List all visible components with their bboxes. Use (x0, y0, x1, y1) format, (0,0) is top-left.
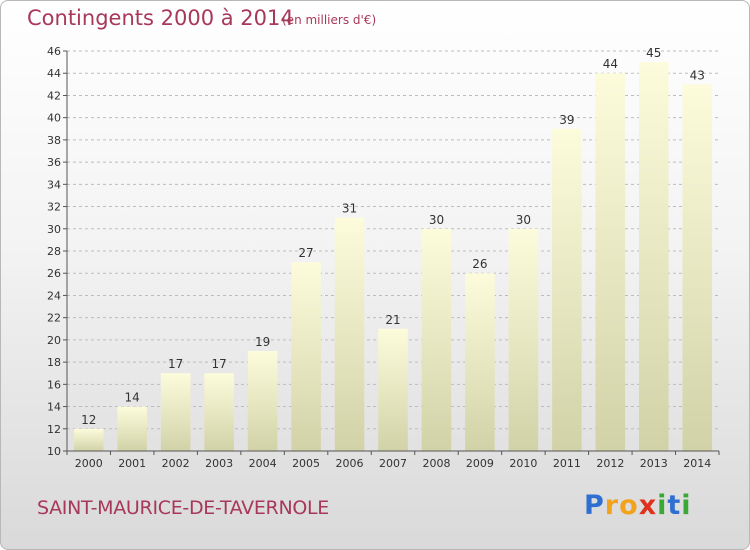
x-tick-label-2007: 2007 (379, 457, 407, 470)
value-label-2009: 26 (472, 257, 487, 271)
x-tick-label-2011: 2011 (553, 457, 581, 470)
value-label-2001: 14 (125, 391, 140, 405)
y-tick-label: 28 (47, 245, 61, 258)
y-tick-label: 22 (47, 312, 61, 325)
logo-letter: i (681, 490, 692, 521)
logo-letter: r (604, 490, 620, 521)
value-label-2006: 31 (342, 202, 357, 216)
value-label-2008: 30 (429, 213, 444, 227)
bar-2007 (378, 328, 408, 451)
bar-2013 (639, 62, 669, 451)
x-tick-label-2013: 2013 (640, 457, 668, 470)
logo-letter: P (584, 490, 605, 521)
value-label-2012: 44 (603, 57, 618, 71)
y-tick-label: 12 (47, 423, 61, 436)
y-tick-label: 42 (47, 89, 61, 102)
labels: 10 12 14 16 18 20 22 24 26 28 30 32 34 36 38 40 42 44 46 12… (47, 45, 711, 470)
bar-2002 (160, 373, 191, 451)
x-tick-label-2001: 2001 (118, 457, 146, 470)
y-tick-label: 32 (47, 201, 61, 214)
y-tick-label: 26 (47, 267, 61, 280)
proxiti-logo: Proxiti (584, 490, 692, 521)
y-tick-label: 38 (47, 134, 61, 147)
bar-2011 (552, 128, 582, 451)
y-tick-label: 40 (47, 112, 61, 125)
bar-2004 (247, 351, 278, 451)
bar-2005 (291, 262, 321, 451)
logo-letter: t (667, 490, 682, 521)
chart-unit-label: (en milliers d'€) (282, 13, 377, 27)
x-tick-label-2014: 2014 (683, 457, 711, 470)
y-tick-label: 30 (47, 223, 61, 236)
bar-2003 (204, 373, 234, 451)
value-label-2004: 19 (255, 335, 270, 349)
value-label-2003: 17 (211, 357, 226, 371)
logo-letter: x (638, 490, 658, 521)
axes (63, 50, 720, 455)
value-label-2013: 45 (646, 46, 661, 60)
x-tick-label-2005: 2005 (292, 457, 320, 470)
y-tick-label: 36 (47, 156, 61, 169)
town-name: SAINT-MAURICE-DE-TAVERNOLE (37, 497, 329, 519)
x-tick-label-2002: 2002 (162, 457, 190, 470)
y-tick-label: 20 (47, 334, 61, 347)
bar-2001 (117, 406, 147, 451)
x-tick-label-2010: 2010 (509, 457, 537, 470)
bars (73, 62, 713, 451)
logo-letter: i (657, 490, 668, 521)
value-label-2002: 17 (168, 357, 183, 371)
y-tick-label: 18 (47, 356, 61, 369)
y-tick-label: 16 (47, 378, 61, 391)
x-tick-label-2009: 2009 (466, 457, 494, 470)
x-tick-label-2003: 2003 (205, 457, 233, 470)
y-tick-label: 14 (47, 401, 61, 414)
bar-2009 (465, 273, 495, 451)
bar-2000 (73, 428, 104, 451)
y-tick-label: 44 (47, 67, 61, 80)
y-tick-label: 34 (47, 178, 61, 191)
value-label-2011: 39 (559, 113, 574, 127)
y-tick-label: 46 (47, 45, 61, 58)
x-tick-label-2008: 2008 (422, 457, 450, 470)
value-label-2007: 21 (385, 313, 400, 327)
chart-title: Contingents 2000 à 2014 (27, 6, 294, 30)
value-label-2000: 12 (81, 413, 96, 427)
x-tick-label-2012: 2012 (596, 457, 624, 470)
bar-2006 (334, 217, 365, 451)
bar-2008 (421, 228, 452, 451)
y-tick-label: 10 (47, 445, 61, 458)
bar-2010 (508, 228, 539, 451)
y-tick-label: 24 (47, 289, 61, 302)
value-label-2010: 30 (516, 213, 531, 227)
value-label-2014: 43 (690, 68, 705, 82)
bar-2014 (682, 84, 713, 451)
logo-letter: o (619, 490, 639, 521)
value-label-2005: 27 (298, 246, 313, 260)
x-tick-label-2000: 2000 (75, 457, 103, 470)
x-tick-label-2006: 2006 (336, 457, 364, 470)
bar-2012 (595, 73, 626, 451)
x-tick-label-2004: 2004 (249, 457, 277, 470)
